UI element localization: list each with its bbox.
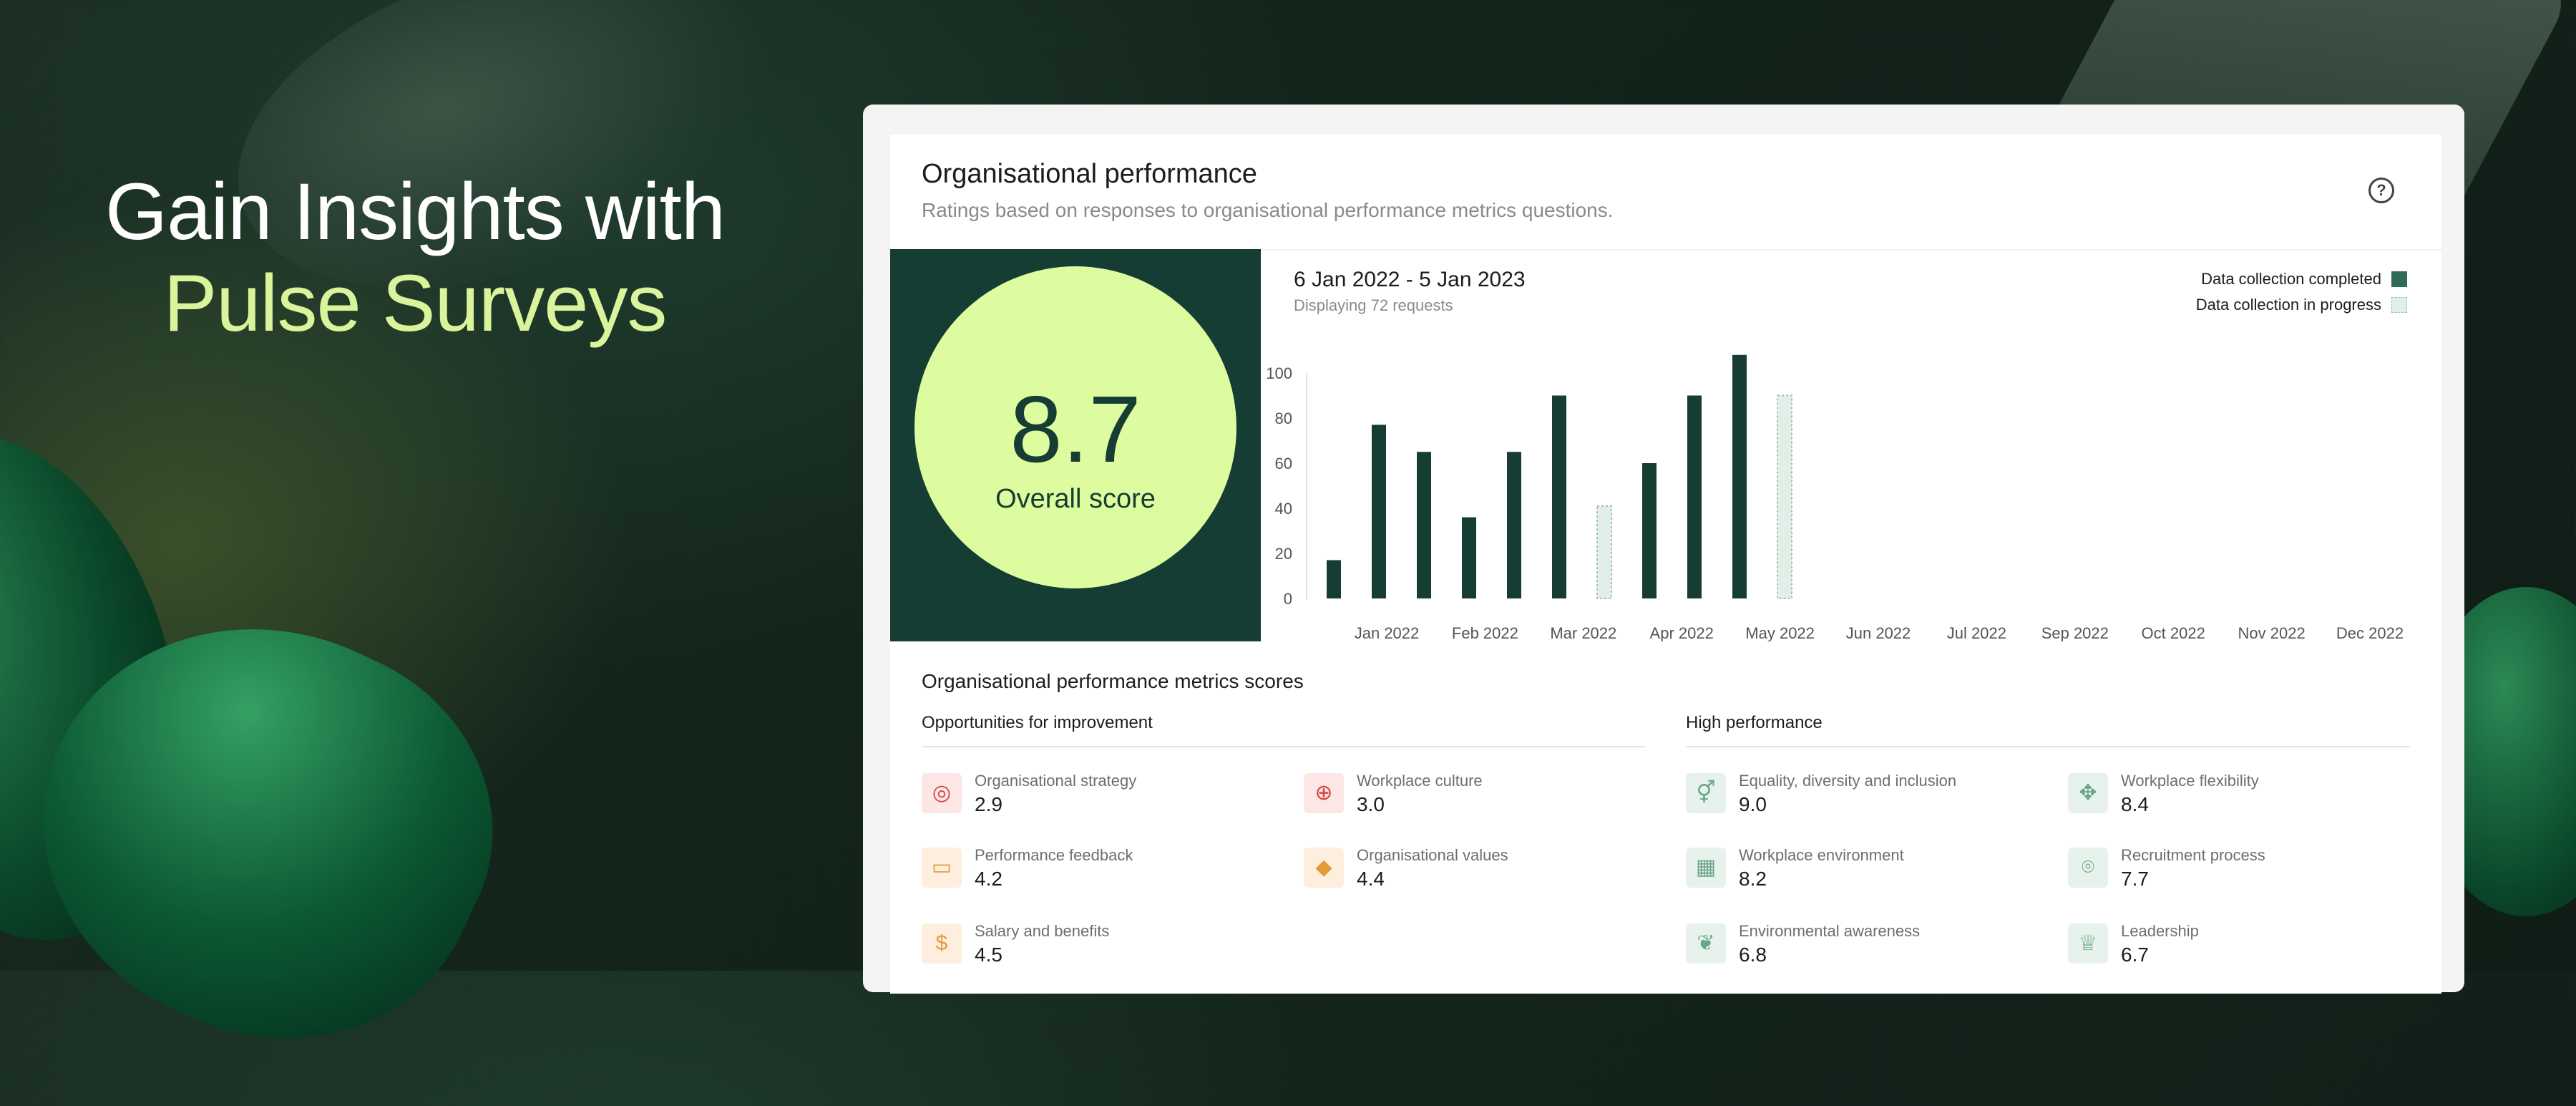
building-icon: ▦: [1686, 848, 1726, 888]
y-tick-label: 80: [1275, 409, 1292, 427]
legend-label-in-progress: Data collection in progress: [2195, 296, 2381, 314]
move-arrows-icon: ✥: [2068, 773, 2108, 813]
chart-bar: [1507, 452, 1521, 598]
chart-bar: [1462, 517, 1476, 598]
chart-bar: [1372, 425, 1386, 598]
metric-value: 2.9: [975, 793, 1002, 815]
y-tick-label: 20: [1275, 545, 1292, 563]
legend-swatch-in-progress: [2391, 297, 2407, 313]
metrics-title: Organisational performance metrics score…: [922, 670, 1304, 692]
overall-score-label: Overall score: [995, 484, 1156, 514]
metric-value: 9.0: [1739, 793, 1767, 815]
legend-swatch-completed: [2391, 271, 2407, 287]
chart-date-range: 6 Jan 2022 - 5 Jan 2023: [1294, 268, 1526, 291]
chart-bar: [1417, 452, 1431, 598]
metric-value: 6.7: [2121, 944, 2149, 966]
y-tick-label: 0: [1284, 590, 1292, 608]
metric-name: Leadership: [2121, 922, 2199, 940]
x-tick-label: Mar 2022: [1550, 624, 1616, 641]
overall-score-value: 8.7: [1010, 377, 1141, 482]
metric-group-divider: [1686, 746, 2410, 747]
x-tick-label: Oct 2022: [2142, 624, 2205, 641]
card-subtitle: Ratings based on responses to organisati…: [922, 199, 1614, 221]
metric-value: 8.2: [1739, 868, 1767, 890]
metric-name: Workplace flexibility: [2121, 772, 2259, 790]
legend-label-completed: Data collection completed: [2201, 270, 2381, 288]
chart-plot: 0 20 40 60 80 100 Jan 2022 Feb 2022 Mar 2022 Apr …: [1266, 354, 2404, 641]
x-tick-label: Jul 2022: [1947, 624, 2006, 641]
headline-line-1: Gain Insights with: [105, 167, 726, 256]
metric-name: Equality, diversity and inclusion: [1739, 772, 1957, 790]
legend-item-in-progress: Data collection in progress: [2196, 292, 2407, 318]
x-tick-label: Jun 2022: [1846, 624, 1911, 641]
x-tick-label: Dec 2022: [2336, 624, 2404, 641]
leaf-icon: ❦: [1686, 923, 1726, 964]
y-tick-label: 100: [1266, 364, 1292, 382]
metric-value: 4.4: [1357, 868, 1385, 890]
metric-value: 4.2: [975, 868, 1002, 890]
metric-name: Organisational strategy: [975, 772, 1137, 790]
x-tick-label: May 2022: [1745, 624, 1815, 641]
metric-value: 6.8: [1739, 944, 1767, 966]
metric-value: 3.0: [1357, 793, 1385, 815]
metric-value: 7.7: [2121, 868, 2149, 890]
chart-bar: [1596, 505, 1612, 599]
x-tick-label: Sep 2022: [2041, 624, 2109, 641]
chart-bar: [1687, 395, 1702, 598]
score-panel: 8.7 Overall score: [890, 249, 1261, 641]
person-scan-icon: ⌾: [2068, 848, 2108, 888]
headline-line-2: Pulse Surveys: [163, 258, 668, 348]
metric-group-title: Opportunities for improvement: [922, 713, 1153, 732]
score-circle: [914, 266, 1236, 588]
bar-chart: 6 Jan 2022 - 5 Jan 2023 Displaying 72 re…: [1261, 249, 2441, 641]
globe-icon: ⊕: [1304, 773, 1344, 813]
y-tick-label: 40: [1275, 500, 1292, 518]
metric-name: Workplace environment: [1739, 846, 1904, 864]
chart-bar: [1327, 560, 1341, 598]
trophy-icon: ♕: [2068, 923, 2108, 964]
divider: [890, 249, 2441, 251]
chart-bar: [1642, 463, 1657, 598]
metric-value: 8.4: [2121, 793, 2149, 815]
metric-name: Environmental awareness: [1739, 922, 1921, 940]
target-icon: ◎: [922, 773, 962, 813]
chart-bar: [1552, 395, 1566, 598]
headline: Gain Insights with Pulse Surveys: [0, 166, 830, 349]
metric-name: Organisational values: [1357, 846, 1508, 864]
x-tick-label: Nov 2022: [2238, 624, 2306, 641]
performance-card: Organisational performance Ratings based…: [890, 135, 2441, 994]
chart-bar: [1777, 394, 1792, 599]
metric-value: 4.5: [975, 944, 1002, 966]
gender-icon: ⚥: [1686, 773, 1726, 813]
chart-legend: Data collection completed Data collectio…: [2196, 266, 2407, 318]
metric-group-title: High performance: [1686, 713, 1823, 732]
x-tick-label: Apr 2022: [1650, 624, 1714, 641]
chart-request-count: Displaying 72 requests: [1294, 296, 1453, 314]
legend-item-completed: Data collection completed: [2196, 266, 2407, 292]
feedback-icon: ▭: [922, 848, 962, 888]
y-tick-label: 60: [1275, 455, 1292, 472]
card-title: Organisational performance: [922, 159, 1257, 189]
metric-name: Performance feedback: [975, 846, 1133, 864]
metric-name: Workplace culture: [1357, 772, 1483, 790]
x-tick-label: Feb 2022: [1452, 624, 1518, 641]
x-tick-label: Jan 2022: [1355, 624, 1420, 641]
metric-name: Salary and benefits: [975, 922, 1110, 940]
dollar-icon: $: [922, 923, 962, 964]
question-circle-icon[interactable]: ?: [2368, 178, 2394, 203]
metric-name: Recruitment process: [2121, 846, 2265, 864]
diamond-icon: ◆: [1304, 848, 1344, 888]
metric-group-divider: [922, 746, 1646, 747]
chart-bar: [1732, 354, 1747, 598]
